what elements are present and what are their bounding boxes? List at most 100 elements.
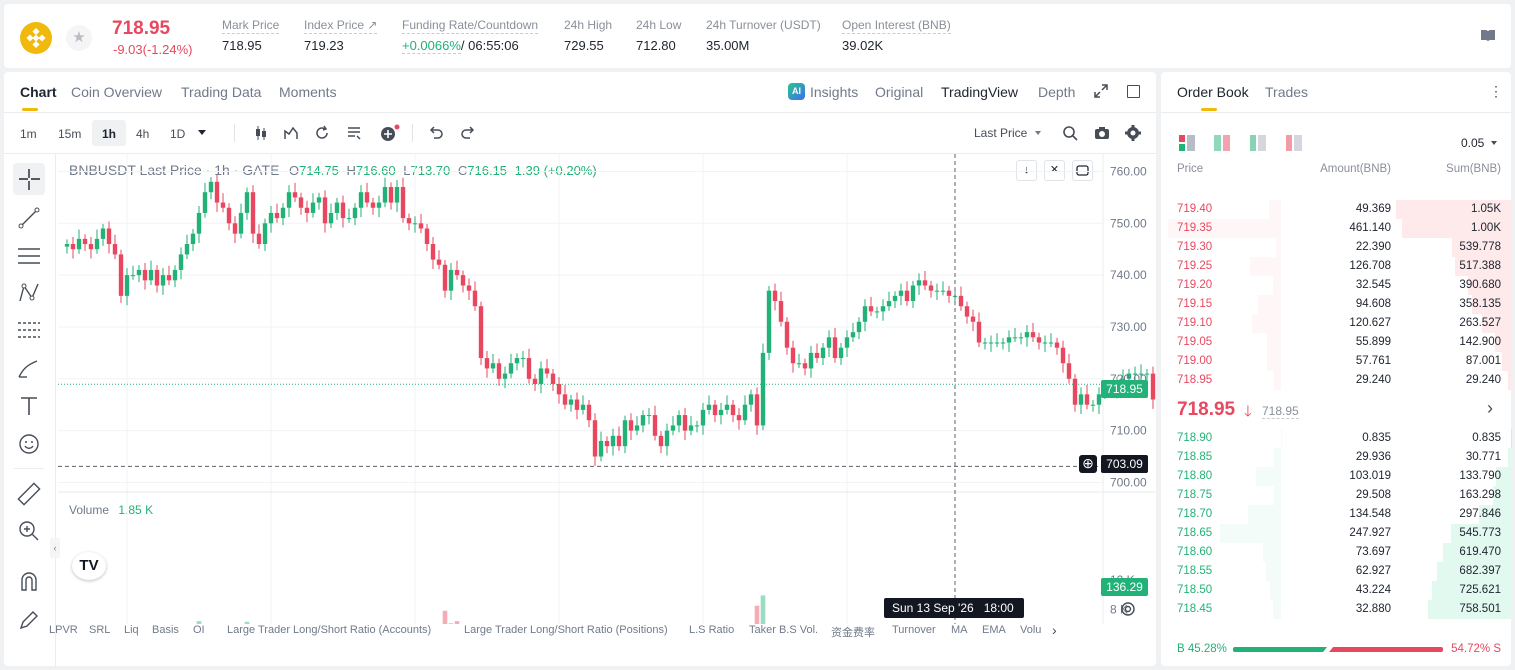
redo-icon[interactable] [460, 125, 476, 144]
view-depth[interactable]: Depth [1038, 84, 1076, 100]
reset-chart-icon[interactable] [1120, 601, 1136, 620]
ask-row[interactable]: 719.20 32.545 390.680 [1161, 276, 1511, 295]
view-asks-icon[interactable] [1286, 135, 1302, 154]
ask-row[interactable]: 719.25 126.708 517.388 [1161, 257, 1511, 276]
tab-trades[interactable]: Trades [1265, 84, 1309, 100]
gear-icon[interactable] [1125, 125, 1141, 144]
refresh-icon[interactable] [314, 125, 330, 144]
scroll-down-icon[interactable]: ↓ [1016, 160, 1037, 181]
indicator-item[interactable]: Large Trader Long/Short Ratio (Accounts) [227, 624, 432, 636]
price-source-select[interactable]: Last Price [974, 126, 1028, 140]
indicator-item[interactable]: 资金费率 [831, 627, 875, 639]
indicators-icon[interactable] [284, 125, 300, 144]
crosshair-icon[interactable] [13, 163, 45, 195]
crosshair-add-icon[interactable]: ⊕ [1079, 455, 1097, 473]
interval-4h[interactable]: 4h [136, 127, 150, 141]
bid-row[interactable]: 718.85 29.936 30.771 [1161, 448, 1511, 467]
ask-row[interactable]: 719.30 22.390 539.778 [1161, 238, 1511, 257]
indicator-item[interactable]: LPVR [49, 624, 78, 636]
precision-select[interactable]: 0.05 [1461, 136, 1485, 150]
chevron-down-icon[interactable] [1491, 141, 1497, 145]
view-split-icon[interactable] [1214, 135, 1230, 154]
tab-coin-overview[interactable]: Coin Overview [71, 84, 163, 100]
more-icon[interactable]: ⋮ [1489, 83, 1503, 99]
favorite-star-icon[interactable]: ★ [66, 25, 92, 51]
zoom-in-icon[interactable] [17, 519, 41, 546]
indicator-item[interactable]: OI [193, 624, 205, 636]
indicator-item[interactable]: Turnover [892, 624, 936, 636]
interval-1m[interactable]: 1m [20, 127, 37, 141]
ask-row[interactable]: 718.95 29.240 29.240 [1161, 371, 1511, 390]
expand-icon[interactable] [1094, 84, 1108, 98]
candle-body [538, 368, 544, 384]
collapse-toolbar-icon[interactable]: ‹ [50, 538, 60, 558]
bid-row[interactable]: 718.50 43.224 725.621 [1161, 581, 1511, 600]
emoji-icon[interactable] [17, 432, 41, 459]
price-chart[interactable]: 760.00750.00740.00730.00720.00710.00700.… [58, 154, 1156, 624]
ask-row[interactable]: 719.15 94.608 358.135 [1161, 295, 1511, 314]
undo-icon[interactable] [428, 125, 444, 144]
search-icon[interactable] [1062, 125, 1078, 144]
bid-row[interactable]: 718.80 103.019 133.790 [1161, 467, 1511, 486]
stat-label[interactable]: Funding Rate/Countdown [402, 18, 539, 34]
ask-row[interactable]: 719.05 55.899 142.900 [1161, 333, 1511, 352]
view-original[interactable]: Original [875, 84, 924, 100]
interval-15m[interactable]: 15m [58, 127, 82, 141]
indicator-item[interactable]: Volu [1020, 624, 1042, 636]
bid-row[interactable]: 718.70 134.548 297.846 [1161, 505, 1511, 524]
bid-row[interactable]: 718.90 0.835 0.835 [1161, 429, 1511, 448]
camera-icon[interactable] [1094, 125, 1110, 144]
candle-type-icon[interactable] [254, 125, 270, 144]
bid-row[interactable]: 718.60 73.697 619.470 [1161, 543, 1511, 562]
tab-chart[interactable]: Chart [20, 84, 57, 100]
tab-trading-data[interactable]: Trading Data [181, 84, 262, 100]
tab-order-book[interactable]: Order Book [1177, 84, 1249, 100]
collapse-icon[interactable]: ✕ [1044, 160, 1065, 181]
stat-label[interactable]: Index Price ↗ [304, 18, 378, 34]
channel-icon[interactable] [17, 244, 41, 271]
indicator-item[interactable]: MA [951, 624, 968, 636]
interval-dropdown-icon[interactable] [198, 130, 206, 135]
stat-label[interactable]: Open Interest (BNB) [842, 18, 951, 34]
ask-row[interactable]: 719.00 57.761 87.001 [1161, 352, 1511, 371]
pencil-lock-icon[interactable] [17, 608, 41, 635]
interval-1d[interactable]: 1D [170, 127, 186, 141]
mid-mark-price[interactable]: 718.95 [1262, 404, 1299, 419]
indicator-item[interactable]: L.S Ratio [689, 624, 735, 636]
pattern-icon[interactable] [17, 281, 41, 308]
indicator-item[interactable]: EMA [982, 624, 1006, 636]
window-icon[interactable] [1127, 85, 1140, 98]
interval-1h[interactable]: 1h [102, 127, 117, 141]
tab-moments[interactable]: Moments [279, 84, 337, 100]
indicator-item[interactable]: SRL [89, 624, 111, 636]
add-alert-icon[interactable] [380, 124, 400, 145]
view-bids-icon[interactable] [1250, 135, 1266, 154]
ruler-icon[interactable] [17, 482, 41, 509]
indicator-item[interactable]: Liq [124, 624, 139, 636]
brush-icon[interactable] [17, 357, 41, 384]
indicator-item[interactable]: Large Trader Long/Short Ratio (Positions… [464, 624, 668, 636]
fibonacci-icon[interactable] [17, 319, 41, 346]
chevron-right-icon[interactable]: › [1052, 622, 1057, 638]
view-tradingview[interactable]: TradingView [941, 84, 1019, 100]
indicator-item[interactable]: Taker B.S Vol. [749, 624, 819, 636]
ask-row[interactable]: 719.10 120.627 263.527 [1161, 314, 1511, 333]
bid-row[interactable]: 718.65 247.927 545.773 [1161, 524, 1511, 543]
trend-line-icon[interactable] [17, 206, 41, 233]
view-insights[interactable]: Insights [810, 84, 859, 100]
text-icon[interactable] [17, 394, 41, 421]
bid-row[interactable]: 718.75 29.508 163.298 [1161, 486, 1511, 505]
magnet-icon[interactable] [17, 570, 41, 597]
indicator-item[interactable]: Basis [152, 624, 179, 636]
ask-row[interactable]: 719.40 49.369 1.05K [1161, 200, 1511, 219]
stat-label[interactable]: Mark Price [222, 18, 280, 34]
chevron-right-icon[interactable]: › [1487, 398, 1493, 418]
chevron-down-icon[interactable] [1035, 131, 1041, 135]
view-both-icon[interactable] [1179, 135, 1195, 154]
maximize-pane-icon[interactable] [1072, 160, 1093, 181]
book-icon[interactable] [1480, 28, 1496, 42]
bid-row[interactable]: 718.55 62.927 682.397 [1161, 562, 1511, 581]
bid-row[interactable]: 718.45 32.880 758.501 [1161, 600, 1511, 619]
ask-row[interactable]: 719.35 461.140 1.00K [1161, 219, 1511, 238]
templates-icon[interactable] [346, 125, 362, 144]
